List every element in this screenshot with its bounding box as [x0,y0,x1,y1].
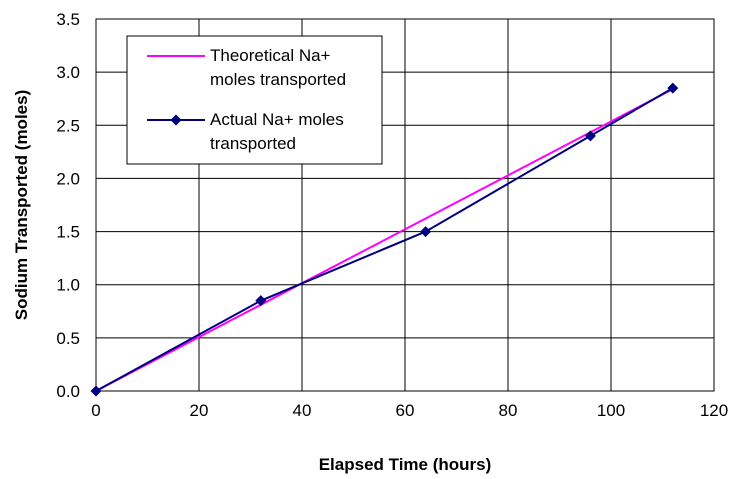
x-tick-label: 80 [499,401,518,420]
legend: Theoretical Na+ moles transported Actual… [126,35,383,165]
y-tick-label: 1.0 [56,276,80,295]
y-tick-labels: 0.0 0.5 1.0 1.5 2.0 2.5 3.0 3.5 [56,10,80,401]
legend-label-theoretical-line2: moles transported [210,70,346,89]
legend-swatch-actual-marker [170,114,182,126]
legend-box [126,35,383,165]
data-point [420,226,432,238]
x-tick-label: 60 [396,401,415,420]
y-tick-label: 0.5 [56,329,80,348]
x-tick-label: 120 [700,401,728,420]
x-tick-label: 100 [597,401,625,420]
y-tick-label: 1.5 [56,223,80,242]
legend-label-actual-line1: Actual Na+ moles [210,110,344,129]
x-axis-title: Elapsed Time (hours) [319,455,492,474]
data-point [255,295,267,307]
data-point [584,130,596,142]
x-tick-label: 20 [190,401,209,420]
data-point [90,385,102,397]
data-point [667,82,679,94]
legend-label-theoretical-line1: Theoretical Na+ [210,46,331,65]
y-tick-label: 2.0 [56,169,80,188]
legend-label-actual-line2: transported [210,134,296,153]
x-tick-label: 0 [91,401,100,420]
series-line-0 [95,88,674,392]
y-tick-label: 2.5 [56,116,80,135]
y-tick-label: 0.0 [56,382,80,401]
y-axis-title: Sodium Transported (moles) [12,90,31,320]
x-tick-labels: 0 20 40 60 80 100 120 [91,401,728,420]
series-layer [90,82,679,397]
y-tick-label: 3.0 [56,63,80,82]
grid [95,18,715,392]
plot-area [95,18,715,392]
y-tick-label: 3.5 [56,10,80,29]
x-tick-label: 40 [293,401,312,420]
